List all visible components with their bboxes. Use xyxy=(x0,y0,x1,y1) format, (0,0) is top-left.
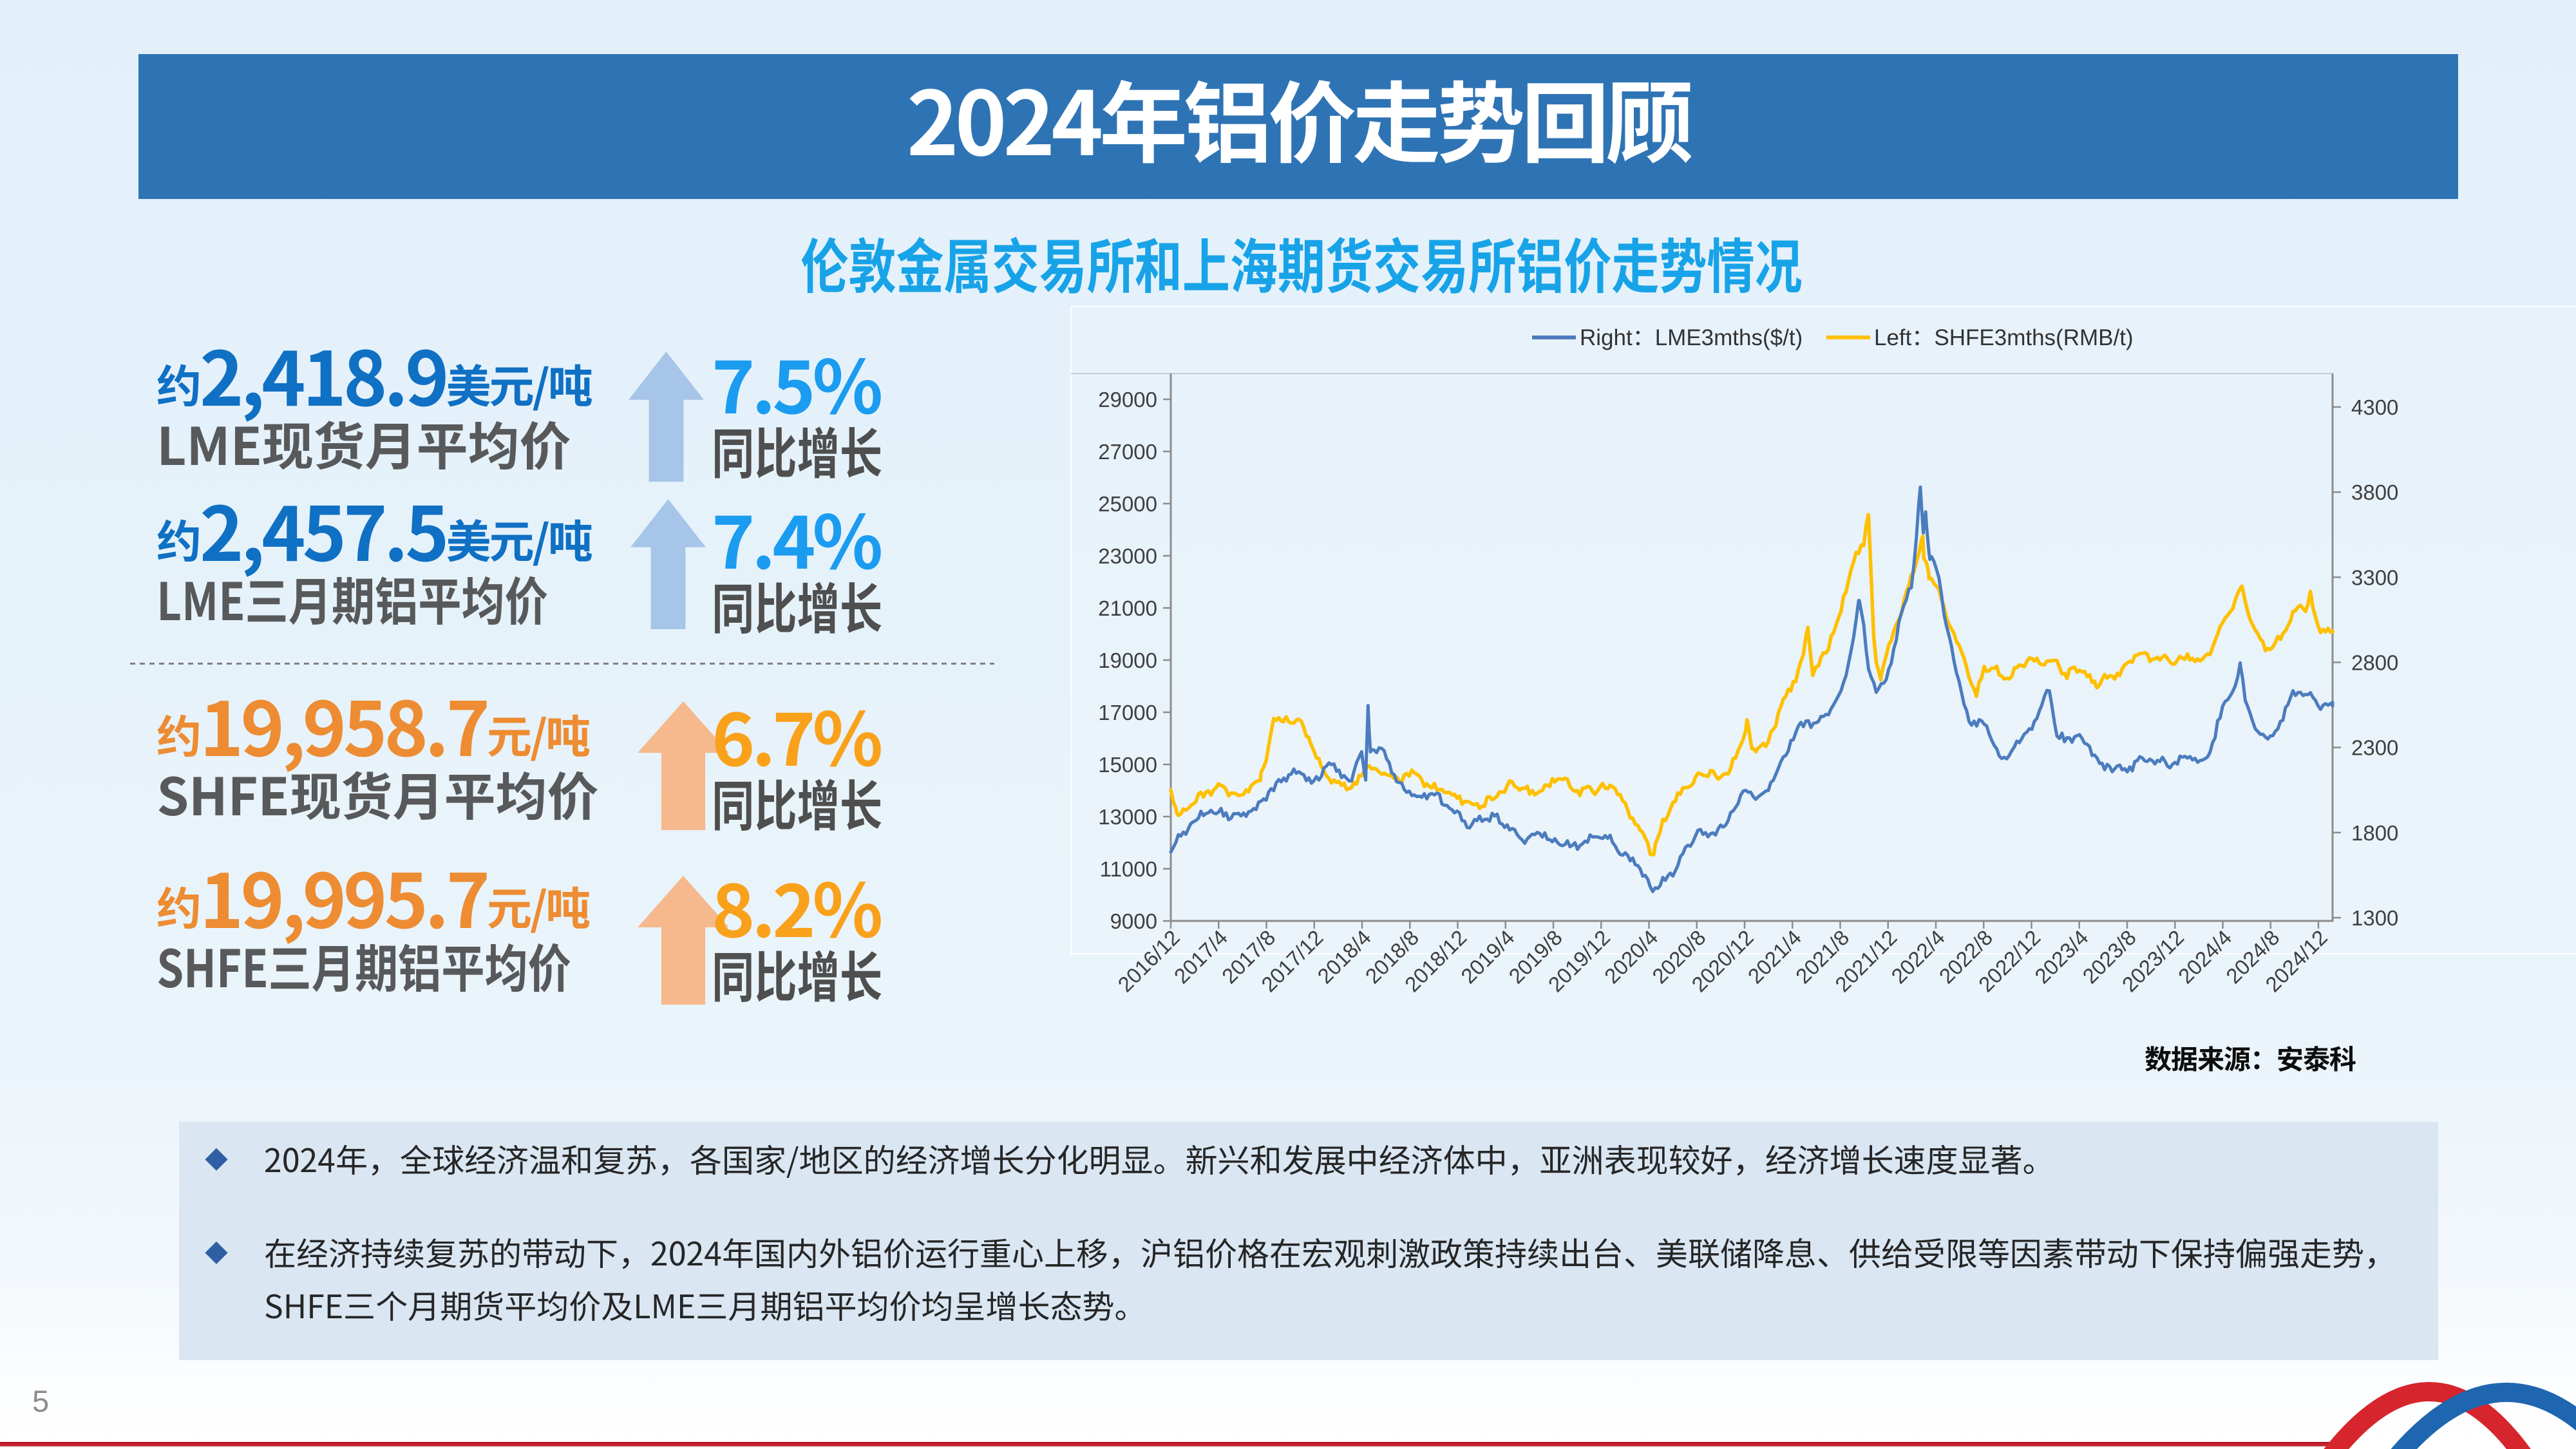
chart-frame xyxy=(1070,306,2576,954)
stat-lme-3m: 约2,457.5美元/吨 LME三月期铝平均价 xyxy=(156,491,1090,636)
logo-red-ribbon xyxy=(2324,1382,2531,1449)
stat-value: 19,958.7 xyxy=(200,670,490,778)
page-title: 2024年铝价走势回顾 xyxy=(906,53,1694,181)
axis-tick-label: 1300 xyxy=(2351,906,2398,930)
axis-tick-label: 2300 xyxy=(2351,736,2398,760)
axis-tick-label: 3800 xyxy=(2351,480,2398,504)
pct-label: 同比增长 xyxy=(712,565,883,645)
bullet-text: 在经济持续复苏的带动下，2024年国内外铝价运行重心上移，沪铝价格在宏观刺激政策… xyxy=(264,1229,2396,1328)
stat-unit: 美元/吨 xyxy=(446,351,593,416)
bullet-item: ◆ 在经济持续复苏的带动下，2024年国内外铝价运行重心上移，沪铝价格在宏观刺激政… xyxy=(179,1226,2417,1331)
axis-tick-label: 11000 xyxy=(1100,857,1157,881)
stat-value: 2,418.9 xyxy=(200,319,450,428)
stat-prefix: 约 xyxy=(156,506,202,571)
axis-tick-label: 27000 xyxy=(1098,440,1157,464)
pct-lme-3m: 7.4% 同比增长 xyxy=(712,484,1227,645)
pct-value: 7.4% xyxy=(712,484,883,590)
pct-label: 同比增长 xyxy=(712,762,883,842)
bullet-list: ◆ 2024年，全球经济温和复苏，各国家/地区的经济增长分化明显。新兴和发展中经济… xyxy=(179,1132,2417,1331)
stat-unit: 元/吨 xyxy=(487,701,591,766)
stat-unit: 元/吨 xyxy=(487,873,591,938)
axis-tick-label: 4300 xyxy=(2351,395,2398,419)
header-bar: 2024年铝价走势回顾 xyxy=(138,53,2458,199)
stat-value: 2,457.5 xyxy=(200,475,450,583)
axis-tick-label: 9000 xyxy=(1110,909,1157,933)
axis-tick-label: 3300 xyxy=(2351,565,2398,589)
bullet-item: ◆ 2024年，全球经济温和复苏，各国家/地区的经济增长分化明显。新兴和发展中经济… xyxy=(179,1132,2417,1185)
axis-tick-label: 1800 xyxy=(2351,821,2398,845)
axis-tick-label: 15000 xyxy=(1098,753,1157,777)
axis-tick-label: 2800 xyxy=(2351,651,2398,675)
stat-label: LME现货月平均价 xyxy=(156,406,571,480)
axis-tick-label: 17000 xyxy=(1098,701,1157,724)
axis-tick-label: 21000 xyxy=(1098,596,1157,620)
pct-shfe-3m: 8.2% 同比增长 xyxy=(712,852,1227,1013)
stat-label: LME三月期铝平均价 xyxy=(156,561,548,636)
bullet-text: 2024年，全球经济温和复苏，各国家/地区的经济增长分化明显。新兴和发展中经济体… xyxy=(264,1135,2055,1182)
stat-prefix: 约 xyxy=(156,873,202,938)
logo-blue-ribbon xyxy=(2391,1383,2576,1449)
legend-label-lme: Right：LME3mths($/t) xyxy=(1580,325,1803,350)
bullet-diamond-icon: ◆ xyxy=(205,1235,229,1269)
stat-unit: 美元/吨 xyxy=(446,506,593,571)
summary-box xyxy=(179,1122,2438,1360)
pct-lme-cash: 7.5% 同比增长 xyxy=(712,328,1227,489)
axis-tick-label: 13000 xyxy=(1098,805,1157,829)
axis-tick-label: 25000 xyxy=(1098,492,1157,516)
pct-value: 6.7% xyxy=(712,681,883,787)
series-line-lme xyxy=(1169,485,2334,893)
axis-tick-label: 19000 xyxy=(1098,649,1157,672)
chart-subtitle: 伦敦金属交易所和上海期货交易所铝价走势情况 xyxy=(800,220,1803,305)
data-source-note: 数据来源：安泰科 xyxy=(2144,1038,2356,1077)
pct-shfe-cash: 6.7% 同比增长 xyxy=(712,681,1227,842)
footer-red-line xyxy=(0,1442,2333,1446)
company-logo xyxy=(2324,1382,2576,1449)
bullet-diamond-icon: ◆ xyxy=(205,1142,229,1175)
page-number: 5 xyxy=(32,1384,50,1418)
pct-label: 同比增长 xyxy=(712,410,883,489)
stat-prefix: 约 xyxy=(156,351,202,416)
pct-value: 7.5% xyxy=(712,328,883,435)
pct-label: 同比增长 xyxy=(712,934,883,1013)
stat-shfe-3m: 约19,995.7元/吨 SHFE三月期铝平均价 xyxy=(156,858,1090,1003)
axis-tick-label: 23000 xyxy=(1098,544,1157,568)
axis-tick-label: 29000 xyxy=(1098,388,1157,412)
stat-label: SHFE现货月平均价 xyxy=(156,756,599,831)
stat-label: SHFE三月期铝平均价 xyxy=(156,928,571,1003)
stat-value: 19,995.7 xyxy=(200,842,490,950)
dashed-divider xyxy=(130,663,994,665)
price-trend-chart: Right：LME3mths($/t) Left：SHFE3mths(RMB/t)… xyxy=(1070,306,2576,996)
pct-value: 8.2% xyxy=(712,852,883,958)
legend-label-shfe: Left：SHFE3mths(RMB/t) xyxy=(1874,325,2134,350)
series-line-shfe xyxy=(1169,513,2334,857)
stat-shfe-cash: 约19,958.7元/吨 SHFE现货月平均价 xyxy=(156,687,1090,831)
stat-lme-cash: 约2,418.9美元/吨 LME现货月平均价 xyxy=(156,336,1090,480)
stat-prefix: 约 xyxy=(156,701,202,766)
